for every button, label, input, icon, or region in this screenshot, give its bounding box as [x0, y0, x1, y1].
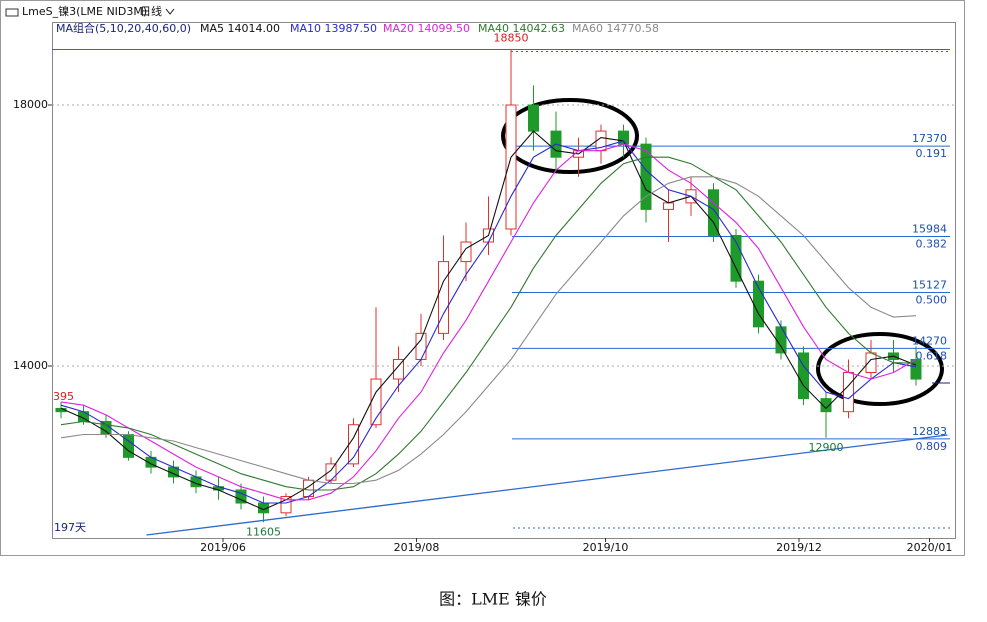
- legend-entry: MA60 14770.58: [572, 22, 659, 35]
- ma-line: [60, 176, 917, 485]
- candle-body: [640, 143, 652, 210]
- fib-value: 14270: [912, 334, 947, 347]
- highlight-ellipse: [501, 98, 639, 174]
- candle-body: [100, 420, 112, 436]
- candle-body: [325, 463, 337, 481]
- legend-entry: MA10 13987.50: [290, 22, 377, 35]
- trendline: [146, 434, 948, 536]
- candle-body: [393, 358, 404, 380]
- header: LmeS_镍3(LME NID3M): [22, 4, 147, 18]
- fib-value: 15127: [912, 278, 947, 291]
- x-tick-label: 2019/12: [776, 541, 822, 554]
- candle-body: [505, 104, 517, 230]
- fib-ratio: 0.191: [916, 147, 948, 160]
- x-tick-label: 2019/10: [583, 541, 629, 554]
- plot-frame: [52, 22, 956, 539]
- x-tick-label: 2019/06: [200, 541, 246, 554]
- fib-ratio: 0.809: [916, 440, 948, 453]
- candle-body: [663, 202, 674, 210]
- candle-body: [460, 241, 472, 263]
- candle-body: [235, 489, 247, 504]
- candle-body: [843, 372, 854, 413]
- annotation: 395: [53, 390, 74, 403]
- ma-line: [60, 130, 917, 511]
- candle-body: [820, 398, 832, 413]
- y-tick-label: 18000: [13, 98, 48, 111]
- fib-ratio: 0.618: [916, 349, 948, 362]
- candle-body: [910, 358, 922, 380]
- fib-value: 17370: [912, 132, 947, 145]
- annotation-low: 11605: [246, 525, 281, 538]
- y-tick-label: 14000: [13, 359, 48, 372]
- annotation: 197天: [54, 521, 86, 534]
- ma-line: [60, 156, 917, 491]
- fib-value: 12883: [912, 425, 947, 438]
- candle-body: [528, 104, 539, 132]
- candle-body: [775, 326, 787, 354]
- dropdown-arrow[interactable]: [165, 8, 175, 15]
- ma-line: [60, 140, 917, 504]
- candle-body: [415, 332, 427, 360]
- fib-value: 15984: [912, 223, 947, 236]
- legend-entry: MA5 14014.00: [200, 22, 280, 35]
- ma-legend-title: MA组合(5,10,20,40,60,0): [56, 21, 191, 35]
- legend-entry: MA20 14099.50: [383, 22, 470, 35]
- icon: [5, 8, 19, 17]
- annotation-low: 12900: [809, 441, 844, 454]
- legend-entry: MA40 14042.63: [478, 22, 565, 35]
- ma-line: [60, 143, 917, 501]
- x-tick-label: 2020/01: [907, 541, 953, 554]
- annotation-high: 18850: [494, 32, 529, 45]
- fib-ratio: 0.382: [916, 238, 948, 251]
- fib-ratio: 0.500: [916, 293, 948, 306]
- caption: 图：LME 镍价: [439, 590, 547, 609]
- candle-body: [708, 189, 719, 236]
- period-select[interactable]: 日线: [140, 4, 162, 18]
- highlight-ellipse: [816, 332, 944, 406]
- x-tick-label: 2019/08: [394, 541, 440, 554]
- candle-body: [280, 496, 292, 514]
- candle-body: [438, 261, 449, 334]
